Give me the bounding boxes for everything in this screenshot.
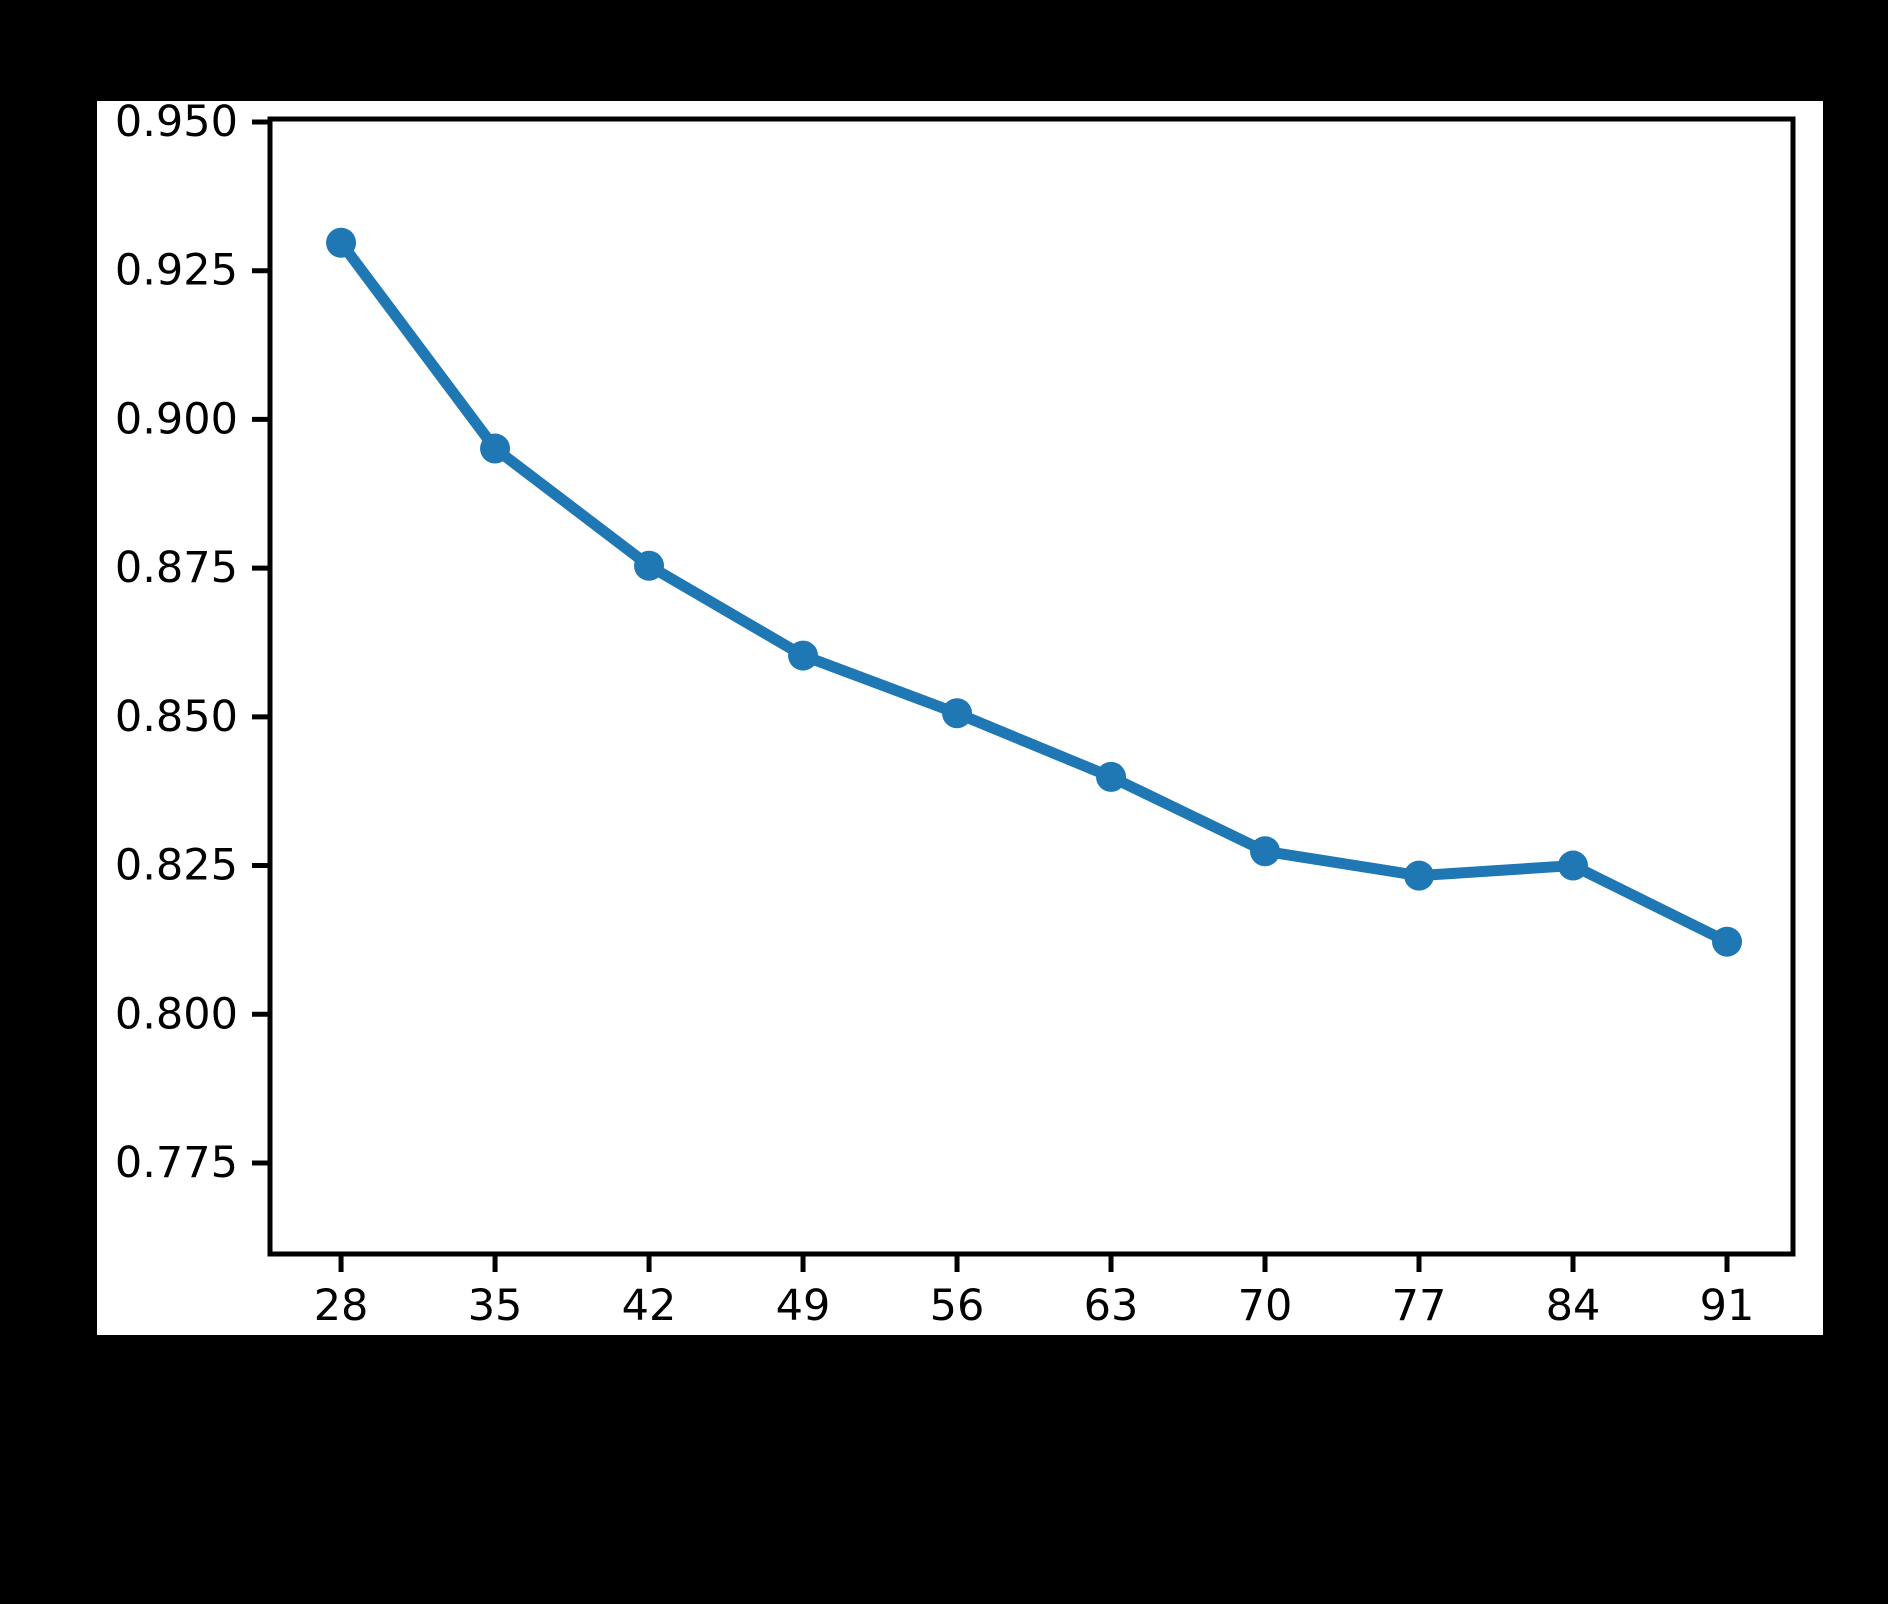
y-tick-label: 0.800: [115, 989, 238, 1039]
y-tick-label: 0.850: [115, 692, 238, 742]
data-point: [1250, 836, 1281, 867]
x-tick-label: 84: [1546, 1281, 1601, 1331]
axes-box: [267, 116, 1796, 1257]
x-tick-label: 42: [622, 1281, 677, 1331]
x-tick-label: 49: [776, 1281, 831, 1331]
y-tick-label: 0.950: [115, 101, 238, 147]
data-point: [788, 640, 819, 671]
data-point: [1558, 850, 1589, 881]
data-point: [480, 433, 511, 464]
y-tick-label: 0.825: [115, 841, 238, 891]
data-point: [1096, 761, 1127, 792]
y-tick-label: 0.775: [115, 1138, 238, 1188]
x-tick-label: 77: [1392, 1281, 1447, 1331]
data-line: [335, 237, 1733, 948]
x-tick-label: 91: [1700, 1281, 1755, 1331]
line-chart: 0.775 0.800 0.825 0.850 0.875 0.900 0.925 0.950…: [115, 101, 1796, 1331]
x-tick-label: 28: [314, 1281, 369, 1331]
data-point: [942, 698, 973, 729]
figure: 0.775 0.800 0.825 0.850 0.875 0.900 0.925 0.950…: [97, 101, 1823, 1335]
data-point: [1404, 860, 1435, 891]
x-tick-label: 63: [1084, 1281, 1139, 1331]
data-point: [634, 550, 665, 581]
data-point: [326, 227, 357, 258]
y-tick-label: 0.900: [115, 394, 238, 444]
y-tick-label: 0.875: [115, 543, 238, 593]
x-tick-label: 56: [930, 1281, 985, 1331]
x-tick-label: 70: [1238, 1281, 1293, 1331]
data-point: [1712, 926, 1743, 957]
x-tick-label: 35: [468, 1281, 523, 1331]
y-tick-label: 0.925: [115, 246, 238, 296]
